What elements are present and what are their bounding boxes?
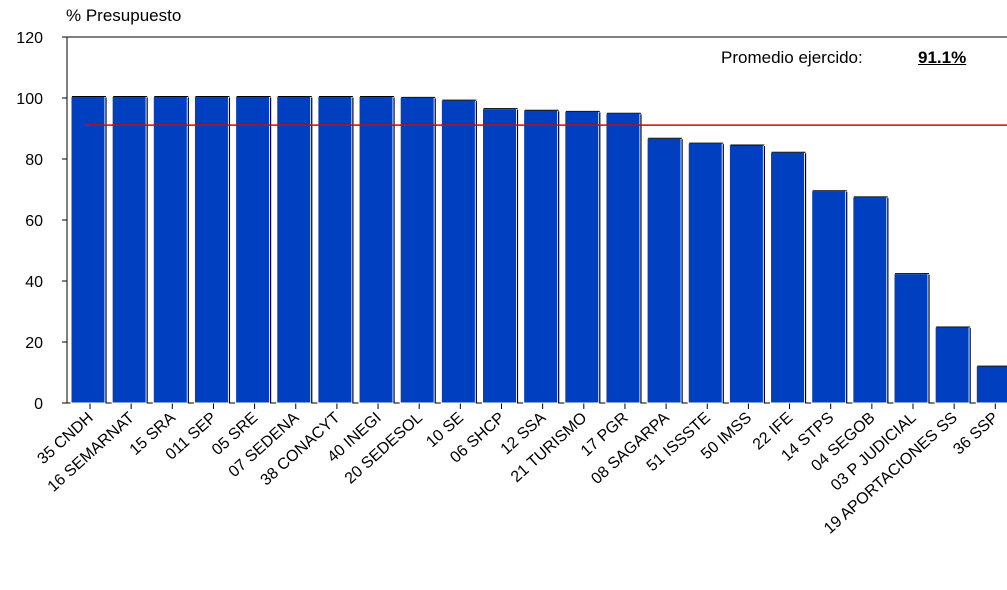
bar <box>111 95 147 404</box>
average-label: Promedio ejercido: <box>721 48 863 67</box>
bar <box>482 108 517 404</box>
y-tick-label: 120 <box>16 30 43 47</box>
chart-bars <box>70 95 1007 404</box>
y-tick-label: 20 <box>25 335 43 352</box>
bar <box>770 151 806 404</box>
y-tick-label: 100 <box>16 91 43 108</box>
bar <box>852 196 888 404</box>
y-axis-label: % Presupuesto <box>66 6 182 25</box>
bar <box>523 109 559 404</box>
y-tick-label: 60 <box>25 213 43 230</box>
bar <box>564 110 600 404</box>
average-value: 91.1% <box>918 48 967 67</box>
bar <box>70 95 106 404</box>
bar <box>646 137 682 404</box>
bar <box>358 95 394 404</box>
y-tick-label: 40 <box>25 274 43 291</box>
bar <box>152 95 188 404</box>
y-tick-labels: 0 20 40 60 80 100 120 <box>16 30 43 413</box>
y-tick-label: 0 <box>34 396 43 413</box>
bar <box>399 96 435 404</box>
bar <box>193 95 229 404</box>
bar <box>276 95 312 404</box>
bar <box>440 99 476 404</box>
x-tick-label: 36 SSP <box>950 409 1002 458</box>
bar <box>811 190 847 404</box>
bar <box>893 273 929 404</box>
bar <box>975 365 1007 404</box>
bar <box>728 144 764 404</box>
bar <box>235 95 271 404</box>
bar <box>934 326 970 404</box>
y-tick-label: 80 <box>25 152 43 169</box>
bar <box>687 142 723 404</box>
bar <box>605 112 641 404</box>
bar <box>317 95 353 404</box>
